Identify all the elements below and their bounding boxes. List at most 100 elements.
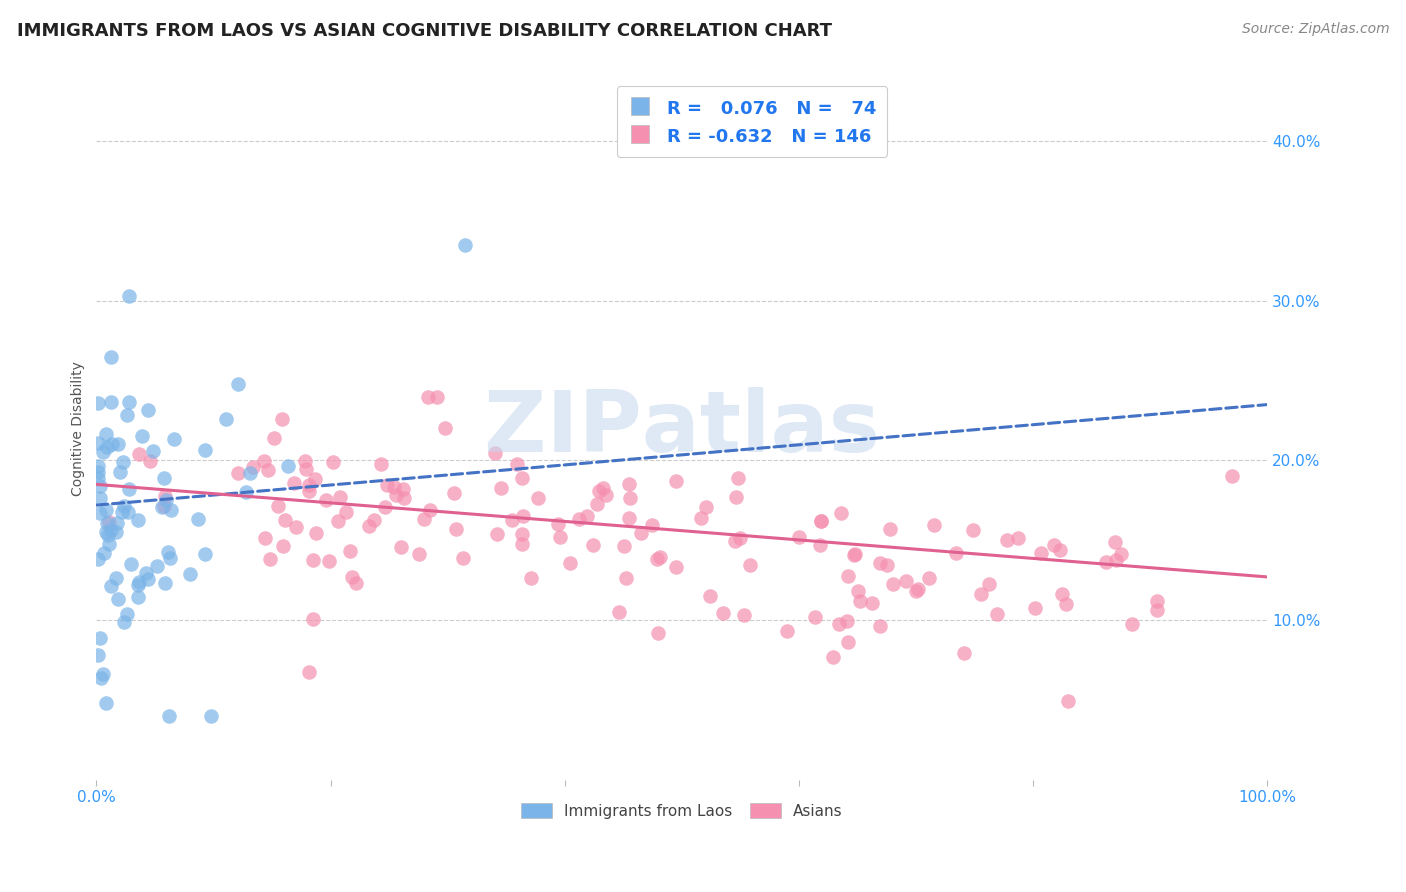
Point <box>962 523 984 537</box>
Point <box>375 477 398 491</box>
Point <box>389 540 412 554</box>
Point <box>94 426 117 441</box>
Point <box>582 538 605 552</box>
Point <box>1104 535 1126 549</box>
Point <box>187 511 209 525</box>
Point <box>100 579 122 593</box>
Point <box>953 647 976 661</box>
Point <box>340 570 363 584</box>
Point <box>548 530 571 544</box>
Point <box>94 696 117 710</box>
Point <box>882 577 904 591</box>
Point <box>945 546 967 560</box>
Point <box>641 518 664 533</box>
Point <box>725 491 748 505</box>
Point <box>776 624 799 639</box>
Point <box>118 482 141 496</box>
Point <box>434 421 457 435</box>
Point <box>1220 469 1243 483</box>
Point <box>506 457 529 471</box>
Point <box>443 486 465 500</box>
Point <box>419 503 441 517</box>
Point <box>139 454 162 468</box>
Point <box>1024 601 1046 615</box>
Point <box>385 487 408 501</box>
Point <box>89 671 111 685</box>
Point <box>86 648 108 662</box>
Point <box>145 559 167 574</box>
Point <box>876 558 898 572</box>
Point <box>879 522 901 536</box>
Point <box>89 631 111 645</box>
Point <box>512 537 534 551</box>
Point <box>304 471 326 485</box>
Point <box>970 587 993 601</box>
Point <box>271 412 294 426</box>
Point <box>595 488 617 502</box>
Point <box>86 552 108 566</box>
Point <box>301 552 323 566</box>
Point <box>131 429 153 443</box>
Point <box>665 560 688 574</box>
Point <box>89 479 111 493</box>
Point <box>724 533 747 548</box>
Point <box>357 518 380 533</box>
Point <box>527 491 550 505</box>
Point <box>104 524 127 539</box>
Point <box>294 453 316 467</box>
Point <box>118 395 141 409</box>
Point <box>510 471 533 485</box>
Point <box>91 445 114 459</box>
Point <box>335 505 357 519</box>
Point <box>152 500 174 514</box>
Point <box>115 409 138 423</box>
Point <box>86 396 108 410</box>
Point <box>271 539 294 553</box>
Point <box>1050 587 1073 601</box>
Point <box>326 514 349 528</box>
Point <box>215 412 238 426</box>
Point <box>136 573 159 587</box>
Point <box>484 446 506 460</box>
Point <box>568 512 591 526</box>
Point <box>413 512 436 526</box>
Point <box>619 477 641 491</box>
Point <box>699 589 721 603</box>
Point <box>520 571 543 585</box>
Point <box>512 509 534 524</box>
Point <box>100 437 122 451</box>
Y-axis label: Cognitive Disability: Cognitive Disability <box>72 361 86 496</box>
Point <box>869 557 891 571</box>
Point <box>127 578 149 592</box>
Point <box>592 481 614 495</box>
Point <box>136 402 159 417</box>
Point <box>283 475 305 490</box>
Point <box>630 526 652 541</box>
Point <box>97 515 120 529</box>
Point <box>153 489 176 503</box>
Point <box>828 616 851 631</box>
Point <box>156 545 179 559</box>
Point <box>1029 546 1052 560</box>
Point <box>418 390 440 404</box>
Point <box>830 506 852 520</box>
Point <box>607 605 630 619</box>
Point <box>665 474 688 488</box>
Point <box>1109 547 1132 561</box>
Point <box>444 522 467 536</box>
Point <box>837 568 859 582</box>
Point <box>329 490 352 504</box>
Point <box>804 610 827 624</box>
Point <box>259 552 281 566</box>
Point <box>619 510 641 524</box>
Point <box>93 546 115 560</box>
Point <box>93 667 115 681</box>
Point <box>253 454 276 468</box>
Point <box>153 499 176 513</box>
Point <box>100 395 122 409</box>
Point <box>200 708 222 723</box>
Point <box>89 506 111 520</box>
Point <box>869 619 891 633</box>
Point <box>1095 555 1118 569</box>
Point <box>242 459 264 474</box>
